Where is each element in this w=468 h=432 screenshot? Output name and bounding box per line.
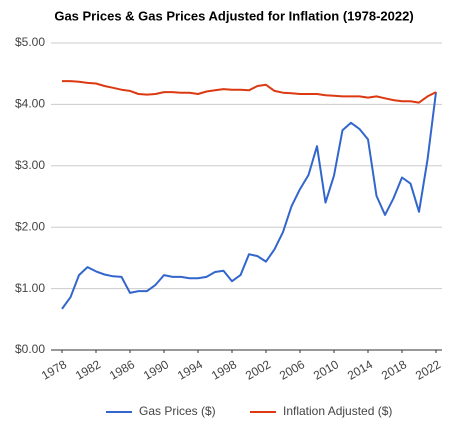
legend-label: Gas Prices ($) bbox=[139, 404, 216, 418]
x-tick-label: 1998 bbox=[209, 357, 239, 383]
series-line bbox=[61, 91, 437, 310]
x-tick-label: 1986 bbox=[107, 357, 137, 383]
y-tick-label: $2.00 bbox=[15, 219, 45, 233]
x-tick-label: 2002 bbox=[243, 357, 273, 383]
legend-label: Inflation Adjusted ($) bbox=[283, 404, 392, 418]
chart-title: Gas Prices & Gas Prices Adjusted for Inf… bbox=[54, 8, 413, 23]
x-tick-label: 2018 bbox=[379, 357, 409, 383]
x-tick-label: 2010 bbox=[311, 357, 341, 383]
x-tick-label: 1982 bbox=[73, 357, 103, 383]
y-tick-label: $5.00 bbox=[15, 35, 45, 49]
x-tick-label: 2022 bbox=[413, 357, 443, 383]
y-tick-label: $4.00 bbox=[15, 97, 45, 111]
x-tick-label: 2006 bbox=[277, 357, 307, 383]
x-tick-label: 1994 bbox=[175, 357, 205, 383]
x-tick-label: 2014 bbox=[345, 357, 375, 383]
x-tick-label: 1978 bbox=[39, 357, 69, 383]
y-tick-label: $3.00 bbox=[15, 158, 45, 172]
x-tick-label: 1990 bbox=[141, 357, 171, 383]
y-tick-label: $1.00 bbox=[15, 281, 45, 295]
y-tick-label: $0.00 bbox=[15, 342, 45, 356]
series-line bbox=[62, 80, 437, 104]
